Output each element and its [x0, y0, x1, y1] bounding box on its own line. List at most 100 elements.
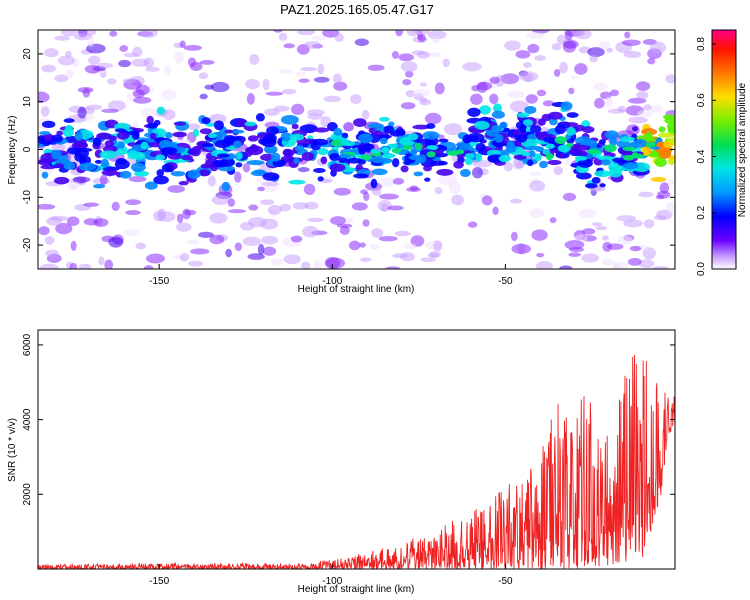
spectrogram-cell: [536, 261, 553, 269]
spectrogram-cell: [380, 203, 388, 212]
spectrogram-cell: [417, 154, 427, 164]
spectrogram-cell: [606, 47, 613, 53]
spectrogram-cell: [436, 168, 454, 176]
spectrogram-cell: [208, 133, 217, 139]
spectrogram-cell: [577, 30, 585, 37]
spectrogram-cell: [574, 155, 588, 161]
spectrogram-cell: [529, 171, 543, 177]
spectrogram-cell: [551, 43, 562, 51]
spectrogram-cell: [622, 162, 639, 170]
spectrogram-cell: [464, 156, 473, 166]
x-tick-label: -100: [322, 276, 342, 287]
spectrogram-cell: [616, 140, 631, 148]
spectrogram-cell: [489, 93, 499, 105]
spectrogram-cell: [66, 216, 80, 227]
spectrogram-cell: [271, 258, 284, 266]
spectrogram-cell: [55, 222, 73, 235]
spectrogram-cell: [311, 35, 327, 41]
x-tick-label: -50: [498, 576, 513, 587]
spectrogram-cell: [346, 157, 362, 164]
spectrogram-cell: [564, 240, 585, 250]
spectrogram-cell: [54, 35, 71, 41]
spectrogram-cell: [280, 132, 292, 142]
spectrogram-cell: [519, 123, 527, 134]
spectrogram-cell: [131, 130, 140, 140]
spectrogram-cell: [351, 202, 368, 211]
spectrogram-cell: [608, 168, 623, 178]
spectrogram-cell: [125, 199, 142, 206]
spectrogram-cell: [83, 202, 100, 207]
colorbar-gradient: [711, 29, 737, 270]
spectrogram-cell: [523, 62, 532, 68]
x-tick-label: -150: [149, 576, 169, 587]
spectrogram-cell: [313, 76, 330, 83]
spectrogram-cell: [667, 125, 675, 136]
spectrogram-cell: [41, 171, 49, 179]
spectrogram-cell: [475, 153, 483, 162]
spectrogram-cell: [125, 210, 141, 216]
spectrogram-cell: [527, 159, 534, 167]
spectrogram-cell: [407, 133, 419, 141]
spectrogram-cell: [360, 154, 373, 160]
spectrogram-cell: [221, 181, 231, 192]
spectrogram-cell: [427, 30, 447, 40]
spectrogram-cell: [412, 124, 431, 130]
spectrogram-cell: [433, 240, 443, 252]
spectrogram-cell: [114, 159, 130, 170]
y-tick-label: 20: [22, 48, 33, 60]
spectrogram-cell: [104, 259, 114, 269]
spectrogram-cell: [622, 146, 636, 152]
spectrogram-cell: [422, 131, 440, 140]
snr-y-label: SNR (10 * v/v): [7, 418, 18, 482]
spectrogram-cell: [310, 138, 329, 146]
spectrogram-cell: [92, 137, 102, 147]
spectrogram-cell: [527, 43, 540, 54]
spectrogram-cell: [82, 88, 91, 98]
spectrogram-cell: [627, 97, 647, 104]
spectrogram-cell: [424, 177, 431, 182]
spectrogram-cell: [379, 177, 395, 188]
spectrogram-cell: [51, 149, 62, 160]
spectrogram-cell: [334, 33, 344, 42]
spectrogram-cell: [216, 153, 230, 158]
spectrogram-cell: [190, 147, 201, 157]
spectrogram-cell: [536, 89, 547, 97]
spectrogram-cell: [100, 158, 110, 169]
spectrogram-cell: [392, 157, 400, 168]
spectrogram-cell: [198, 169, 211, 177]
spectrogram-cell: [246, 145, 264, 156]
spectrogram-cell: [99, 150, 118, 160]
spectrogram-cell: [598, 139, 606, 145]
snr-series: [38, 354, 675, 569]
spectrogram-cell: [181, 154, 193, 161]
spectrogram-cell: [333, 128, 343, 136]
spectrogram-cell: [244, 121, 257, 127]
spectrogram-cell: [388, 121, 395, 127]
spectrogram-cell: [560, 101, 573, 111]
spectrogram-cell: [210, 81, 230, 93]
spectrogram-cell: [362, 219, 370, 227]
spectrogram-cell: [247, 135, 259, 142]
spectrogram-cell: [128, 175, 147, 183]
spectrogram-cell: [278, 32, 288, 42]
spectrogram-cell: [147, 122, 158, 129]
colorbar-tick-label: 0.0: [696, 262, 707, 276]
spectrogram-cell: [182, 208, 191, 220]
spectrogram-cell: [262, 246, 277, 256]
spectrogram-cell: [572, 144, 591, 151]
spectrogram-cell: [564, 156, 571, 166]
spectrogram-cell: [601, 235, 609, 241]
spectrogram-cell: [320, 156, 328, 164]
spectrogram-cell: [420, 257, 436, 263]
spectrogram-cell: [666, 201, 675, 214]
spectrogram-cell: [562, 192, 577, 202]
colorbar-tick-label: 0.8: [696, 37, 707, 51]
spectrogram-cell: [329, 153, 341, 161]
spectrogram-cell: [413, 171, 424, 177]
spectrogram-cell: [650, 105, 663, 114]
colorbar-tick-label: 0.4: [696, 149, 707, 163]
spectrogram-cell: [300, 66, 317, 72]
spectrogram-cell: [293, 157, 300, 164]
spectrogram-cell: [117, 141, 126, 149]
